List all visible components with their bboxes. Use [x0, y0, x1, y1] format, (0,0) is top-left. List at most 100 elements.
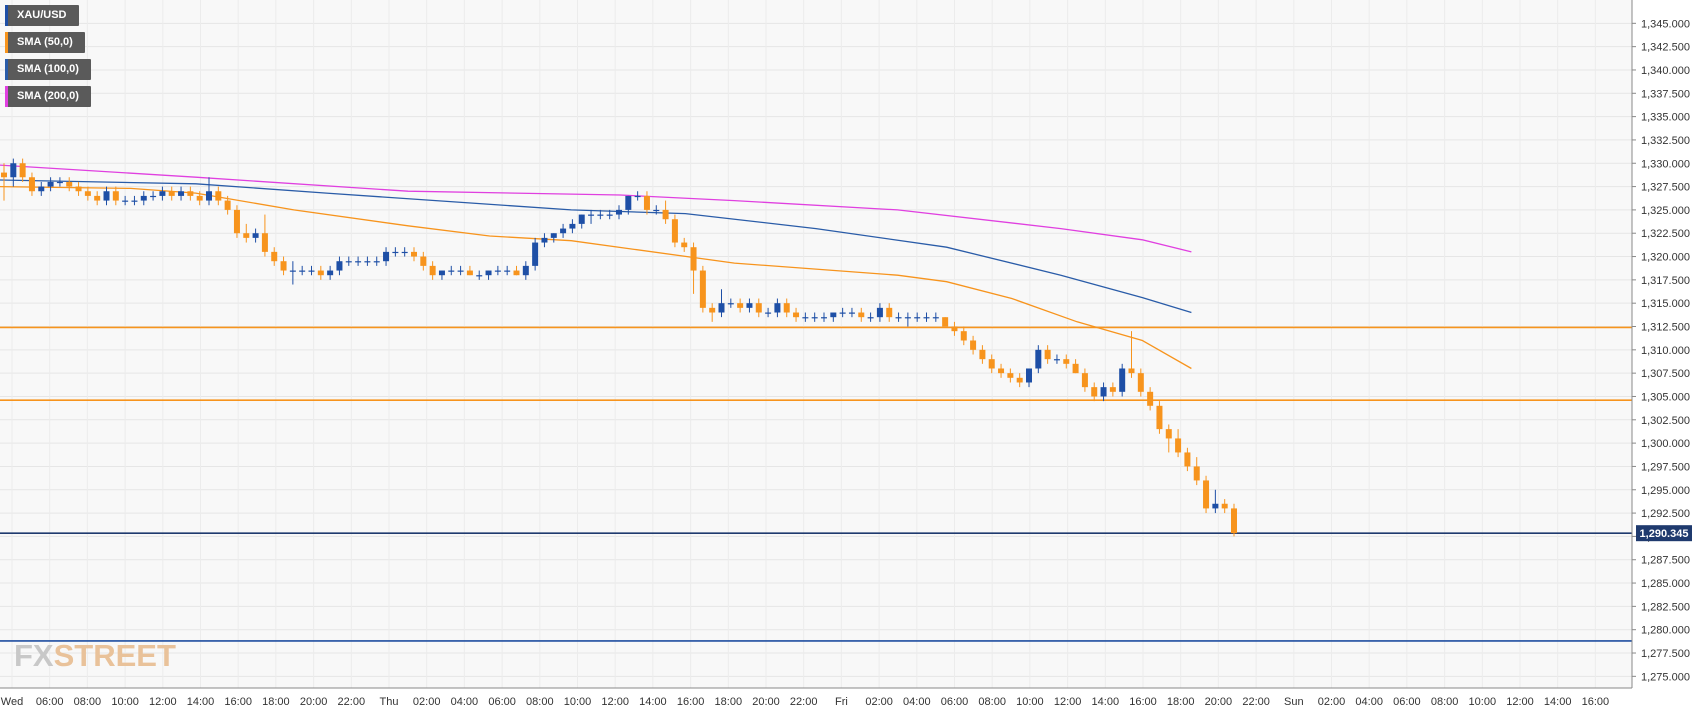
- y-tick-label: 1,307.500: [1641, 368, 1690, 380]
- y-tick-label: 1,327.500: [1641, 182, 1690, 194]
- y-tick-label: 1,325.000: [1641, 205, 1690, 217]
- candle-body: [560, 228, 567, 234]
- candle-body: [653, 209, 660, 212]
- candle-body: [914, 317, 921, 319]
- candle-body: [802, 317, 809, 319]
- x-tick-label: 12:00: [1054, 696, 1082, 708]
- x-tick-label: 16:00: [1129, 696, 1157, 708]
- y-tick-label: 1,335.000: [1641, 112, 1690, 124]
- legend-swatch: [5, 86, 8, 107]
- legend-item-sma-200[interactable]: SMA (200,0): [5, 86, 91, 107]
- candle-body: [196, 195, 203, 201]
- legend-item-sma-100[interactable]: SMA (100,0): [5, 59, 91, 80]
- candle-body: [122, 200, 129, 202]
- candle-body: [280, 261, 287, 271]
- x-tick-label: Thu: [380, 696, 399, 708]
- horizontal-levels: [0, 326, 1632, 642]
- candle-body: [671, 219, 678, 243]
- y-tick-label: 1,295.000: [1641, 485, 1690, 497]
- candle-body: [243, 233, 250, 238]
- x-axis: Wed 06:00 08:00 10:00 12:00 14:00 16:00 18:00 20…: [0, 687, 1632, 708]
- y-tick-label: 1,305.000: [1641, 391, 1690, 403]
- candle-body: [988, 359, 995, 369]
- sma-line: [0, 164, 1192, 253]
- y-axis: 1,275.000 1,277.500 1,280.000 1,282.500 1,28…: [1631, 0, 1690, 688]
- x-tick-label: 16:00: [1582, 696, 1610, 708]
- candle-body: [886, 307, 893, 318]
- x-tick-label: 04:00: [1355, 696, 1383, 708]
- candle-body: [47, 181, 54, 187]
- x-tick-label: 22:00: [790, 696, 818, 708]
- candle-body: [429, 265, 436, 276]
- legend-item-xauusd[interactable]: XAU/USD: [5, 5, 79, 26]
- candle-body: [876, 307, 883, 318]
- candle-body: [94, 195, 101, 201]
- y-tick-label: 1,330.000: [1641, 158, 1690, 170]
- candle-body: [317, 270, 324, 276]
- candle-body: [541, 237, 548, 243]
- candle-body: [737, 303, 744, 308]
- x-tick-label: 04:00: [903, 696, 931, 708]
- x-tick-label: 08:00: [526, 696, 554, 708]
- sma-line: [0, 185, 1192, 370]
- candle-body: [998, 368, 1005, 374]
- candle-body: [1119, 368, 1126, 392]
- grid-lines: [0, 0, 1632, 688]
- x-tick-label: 18:00: [1167, 696, 1195, 708]
- candle-body: [84, 191, 91, 196]
- candle-body: [383, 251, 390, 262]
- y-tick-label: 1,292.500: [1641, 508, 1690, 520]
- candle-body: [1165, 429, 1172, 439]
- plot-area: [0, 0, 1632, 688]
- candle-body: [923, 317, 930, 319]
- candle-body: [765, 312, 772, 314]
- y-tick-label: 1,332.500: [1641, 135, 1690, 147]
- candle-body: [821, 317, 827, 319]
- legend-label: SMA (100,0): [17, 63, 79, 75]
- x-tick-label: 02:00: [413, 696, 441, 708]
- y-tick-label: 1,315.000: [1641, 298, 1690, 310]
- candle-body: [1156, 405, 1163, 430]
- candle-body: [1231, 508, 1237, 534]
- candle-body: [709, 307, 716, 313]
- candle-body: [597, 214, 604, 216]
- candle-body: [1026, 368, 1032, 383]
- x-tick-label: 06:00: [941, 696, 969, 708]
- candle-body: [1035, 349, 1042, 369]
- y-tick-label: 1,317.500: [1641, 275, 1690, 287]
- candle-body: [960, 331, 967, 341]
- candle-body: [1063, 359, 1070, 364]
- candle-body: [1212, 503, 1219, 509]
- x-tick-label: 08:00: [978, 696, 1006, 708]
- candle-body: [187, 191, 194, 196]
- x-tick-label: 18:00: [715, 696, 743, 708]
- x-tick-label: 12:00: [149, 696, 177, 708]
- candle-body: [28, 177, 35, 192]
- candle-body: [569, 223, 576, 229]
- candle-body: [1221, 503, 1228, 509]
- x-tick-label: Wed: [1, 696, 23, 708]
- x-tick-label: 08:00: [74, 696, 102, 708]
- fxstreet-logo: FXSTREET: [14, 638, 176, 674]
- candle-body: [951, 326, 958, 332]
- candle-body: [308, 270, 315, 272]
- candle-body: [438, 270, 445, 276]
- candle-body: [494, 270, 501, 272]
- x-tick-label: 12:00: [1506, 696, 1534, 708]
- legend-item-sma-50[interactable]: SMA (50,0): [5, 32, 85, 53]
- candle-body: [448, 270, 455, 272]
- candle-body: [252, 233, 259, 238]
- candle-body: [224, 200, 231, 210]
- y-tick-label: 1,282.500: [1641, 601, 1690, 613]
- candle-body: [550, 233, 557, 238]
- candle-body: [401, 251, 408, 254]
- candle-body: [150, 195, 157, 198]
- candle-body: [178, 191, 185, 196]
- candle-body: [364, 261, 371, 263]
- candle-body: [727, 303, 734, 305]
- x-tick-label: 10:00: [1016, 696, 1044, 708]
- y-tick-label: 1,300.000: [1641, 438, 1690, 450]
- candle-body: [103, 191, 110, 201]
